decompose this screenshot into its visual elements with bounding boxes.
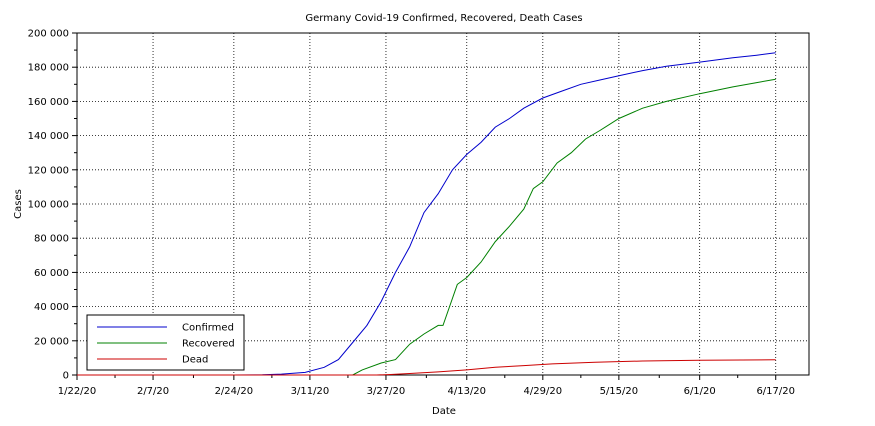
y-tick-label: 180 000 xyxy=(28,63,69,74)
x-tick-label: 5/15/20 xyxy=(600,386,639,397)
y-tick-label: 20 000 xyxy=(34,336,69,347)
series-line-recovered xyxy=(77,78,776,376)
series-line-confirmed xyxy=(77,52,776,376)
y-axis: 0 20 000 40 000 60 000 80 000 100 000 120 000 1… xyxy=(28,29,77,382)
y-tick-label: 80 000 xyxy=(34,234,69,245)
series-lines xyxy=(77,52,776,376)
legend-label-confirmed: Confirmed xyxy=(182,323,234,334)
x-tick-label: 3/11/20 xyxy=(291,386,330,397)
x-tick-label: 3/27/20 xyxy=(367,386,406,397)
x-tick-label: 4/29/20 xyxy=(524,386,563,397)
legend-label-dead: Dead xyxy=(182,355,208,366)
series-line-dead xyxy=(77,359,776,376)
x-tick-label: 6/1/20 xyxy=(684,386,716,397)
y-tick-label: 40 000 xyxy=(34,302,69,313)
x-tick-label: 2/24/20 xyxy=(215,386,254,397)
y-tick-label: 160 000 xyxy=(28,97,69,108)
x-tick-label: 4/13/20 xyxy=(447,386,486,397)
y-tick-label: 200 000 xyxy=(28,29,69,40)
y-tick-label: 60 000 xyxy=(34,268,69,279)
legend-label-recovered: Recovered xyxy=(182,339,235,350)
x-tick-label: 6/17/20 xyxy=(756,386,795,397)
y-axis-label: Cases xyxy=(13,189,24,219)
y-tick-label: 0 xyxy=(63,371,69,382)
chart-title: Germany Covid-19 Confirmed, Recovered, D… xyxy=(305,13,582,24)
x-axis-label: Date xyxy=(432,406,456,417)
x-axis: 1/22/20 2/7/20 2/24/20 3/11/20 3/27/20 4/13/2… xyxy=(58,375,795,397)
grid xyxy=(77,33,809,375)
legend: Confirmed Recovered Dead xyxy=(86,314,245,371)
y-tick-label: 140 000 xyxy=(28,131,69,142)
x-tick-label: 1/22/20 xyxy=(58,386,97,397)
y-tick-label: 120 000 xyxy=(28,165,69,176)
x-tick-label: 2/7/20 xyxy=(137,386,169,397)
y-tick-label: 100 000 xyxy=(28,200,69,211)
